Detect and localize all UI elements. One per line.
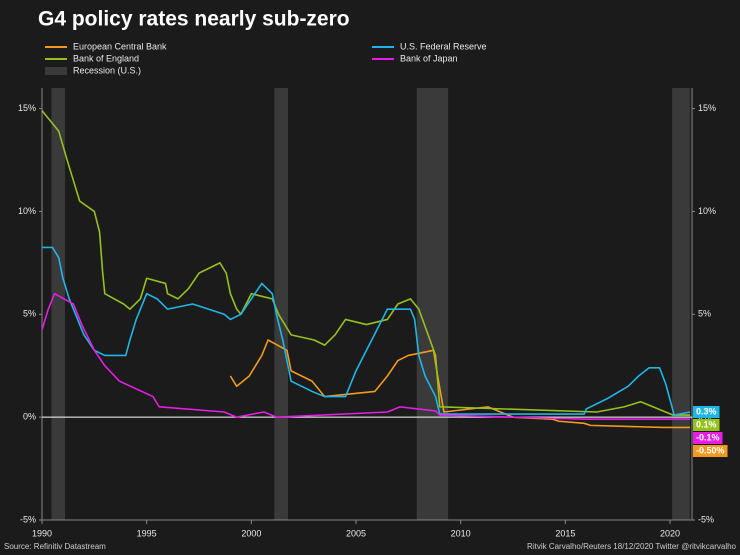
x-tick-label: 2000	[241, 528, 261, 538]
y-tick-label-right: 10%	[698, 206, 716, 216]
end-label-box	[693, 445, 728, 457]
end-label: -0.50%	[696, 445, 725, 455]
end-label-box	[693, 406, 720, 418]
y-tick-label: -5%	[20, 514, 36, 524]
legend-label: U.S. Federal Reserve	[400, 41, 487, 51]
legend-label: European Central Bank	[73, 41, 167, 51]
y-tick-label: 15%	[18, 103, 36, 113]
x-tick-label: 1995	[137, 528, 157, 538]
x-tick-label: 2005	[346, 528, 366, 538]
x-tick-label: 2010	[451, 528, 471, 538]
series-line	[229, 339, 691, 429]
end-label: 0.3%	[696, 406, 717, 416]
legend-label: Bank of Japan	[400, 53, 458, 63]
y-tick-label-right: 5%	[698, 309, 711, 319]
end-label: 0.1%	[696, 419, 717, 429]
recession-band	[672, 88, 690, 520]
y-tick-label: 0%	[23, 412, 36, 422]
y-tick-label: 10%	[18, 206, 36, 216]
end-label-box	[693, 432, 723, 444]
recession-band	[416, 88, 449, 520]
chart-title: G4 policy rates nearly sub-zero	[38, 8, 350, 31]
source: Source: Refinitiv Datastream	[4, 542, 106, 551]
legend-label: Recession (U.S.)	[73, 65, 141, 75]
legend-label: Bank of England	[73, 53, 139, 63]
y-tick-label-right: 15%	[698, 103, 716, 113]
series-line	[41, 110, 691, 416]
recession-band	[274, 88, 288, 520]
recession-band	[51, 88, 66, 520]
x-tick-label: 2015	[555, 528, 575, 538]
legend-swatch	[45, 67, 67, 75]
series-line	[42, 246, 691, 416]
end-label-box	[693, 419, 720, 431]
y-tick-label-right: -5%	[698, 514, 714, 524]
x-tick-label: 1990	[32, 528, 52, 538]
y-tick-label: 5%	[23, 309, 36, 319]
end-label: -0.1%	[696, 432, 720, 442]
x-tick-label: 2020	[660, 528, 680, 538]
credit: Ritvik Carvalho/Reuters 18/12/2020 Twitt…	[527, 542, 737, 551]
series-line	[41, 292, 691, 420]
